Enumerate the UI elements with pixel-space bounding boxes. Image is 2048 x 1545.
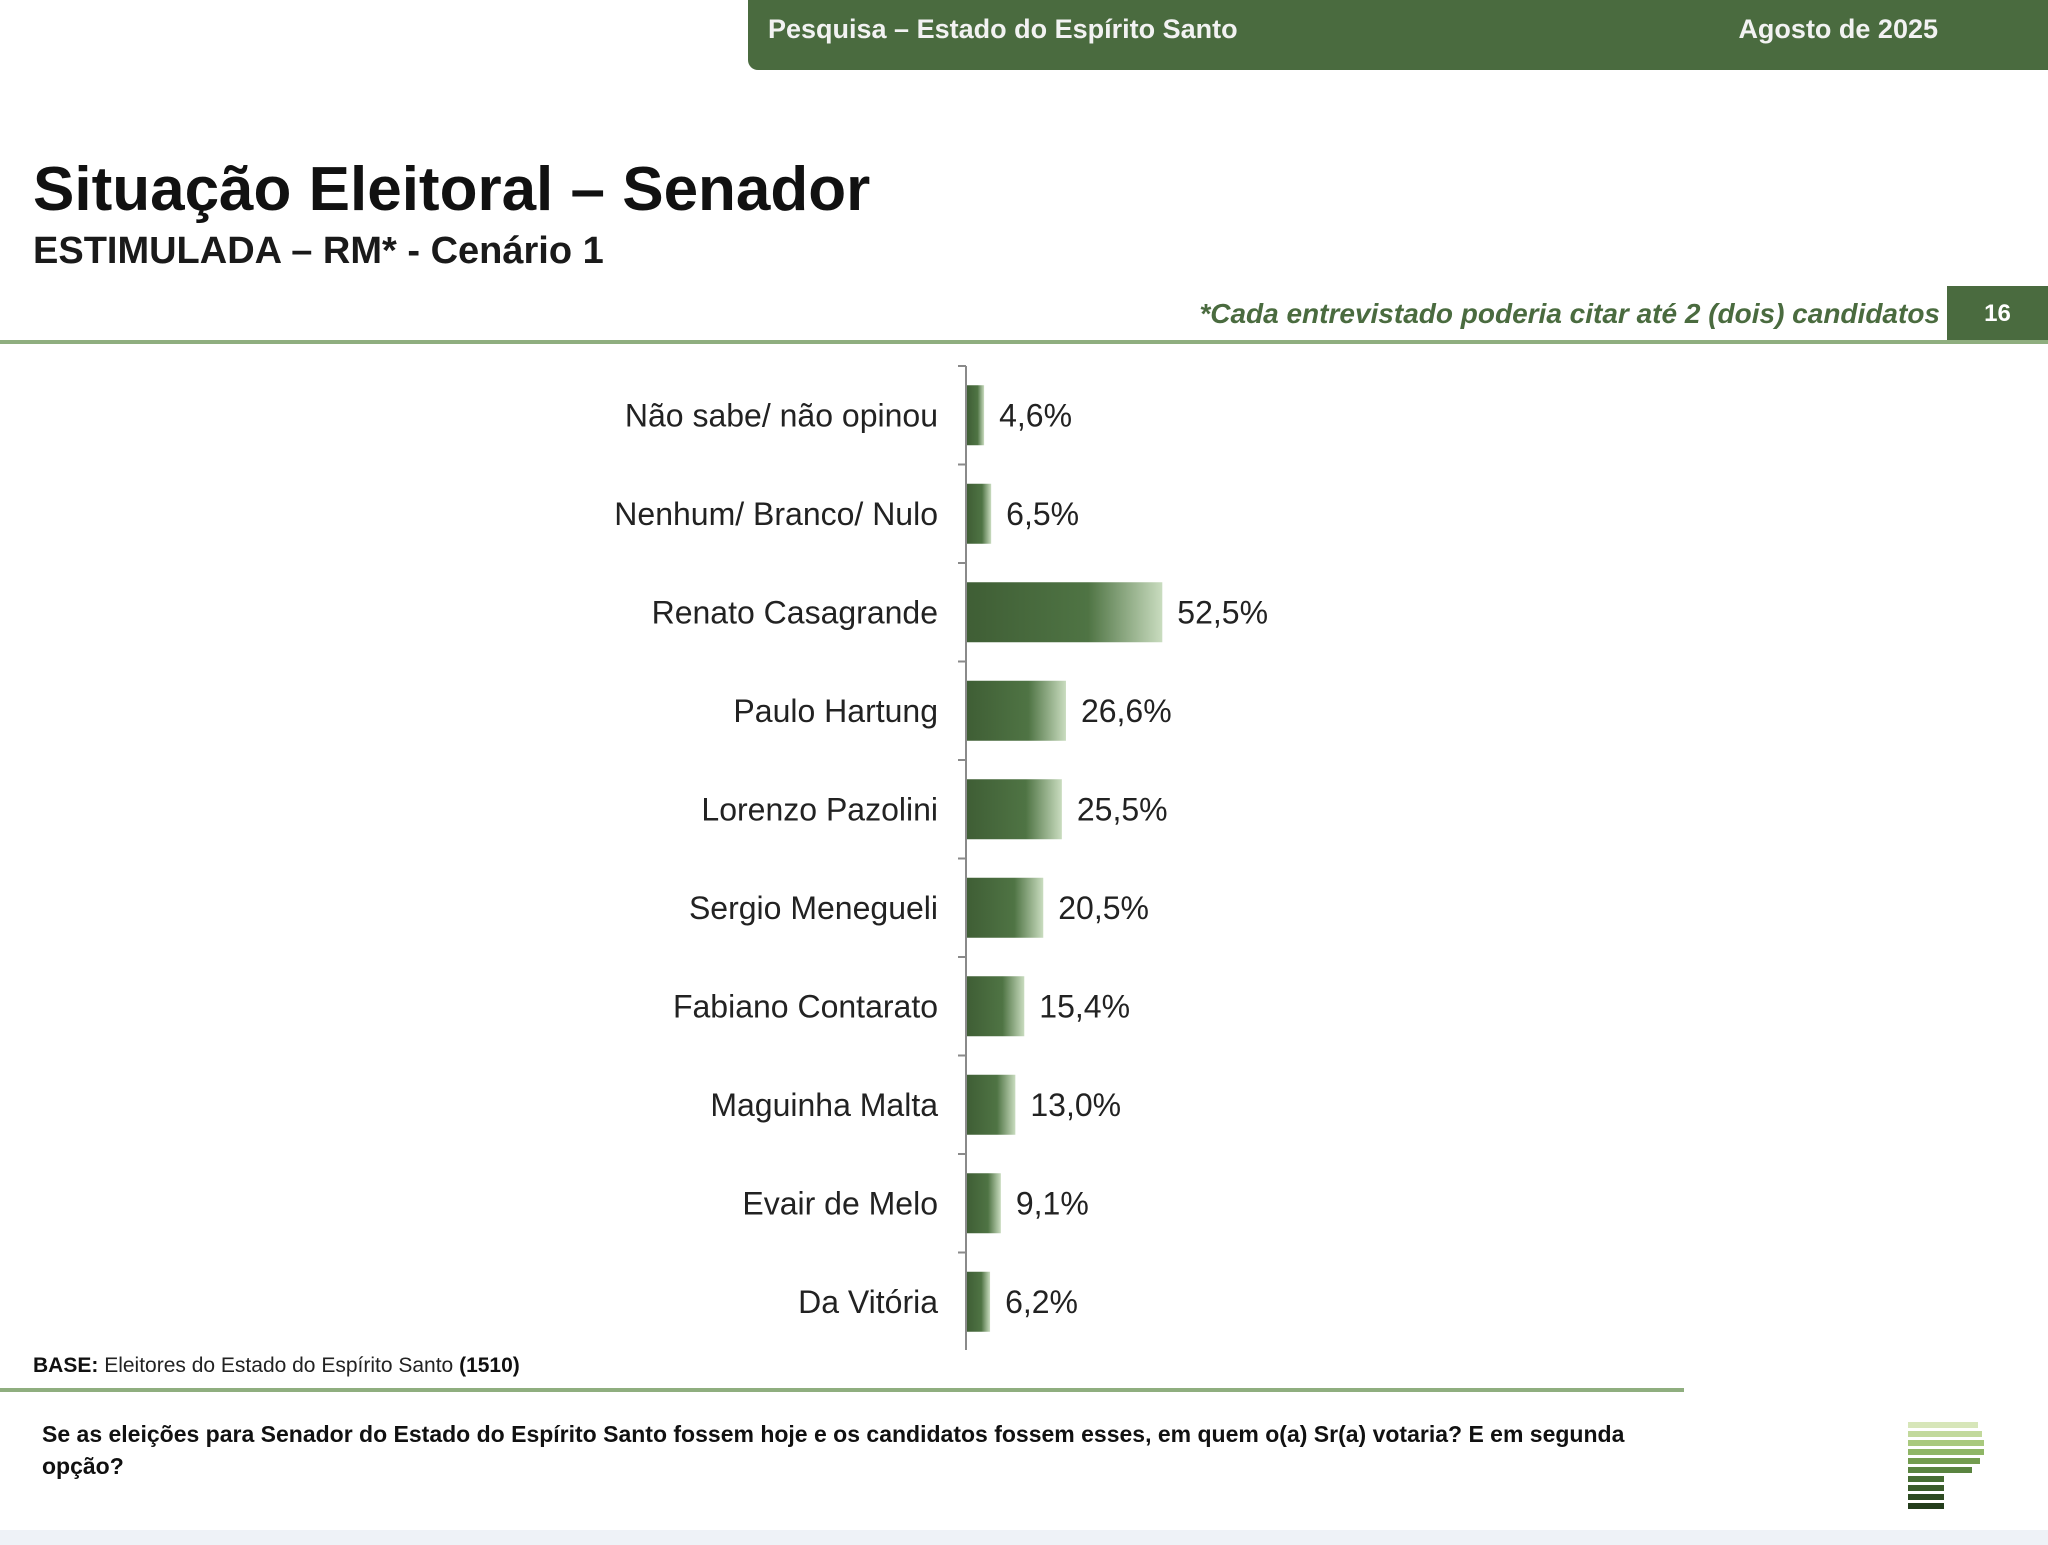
category-label: Renato Casagrande: [652, 594, 938, 630]
footnote-candidates: *Cada entrevistado poderia citar até 2 (…: [1199, 298, 1940, 329]
page-title: Situação Eleitoral – Senador: [33, 155, 871, 224]
bar: [967, 1074, 1016, 1135]
header-bar: [748, 0, 2048, 70]
survey-title: Pesquisa – Estado do Espírito Santo: [768, 14, 1238, 44]
bar: [967, 1173, 1001, 1234]
category-label: Evair de Melo: [742, 1185, 938, 1221]
data-label: 52,5%: [1177, 594, 1268, 630]
bar: [967, 779, 1062, 840]
bottom-band: [0, 1530, 2048, 1545]
category-label: Paulo Hartung: [733, 693, 938, 729]
base-label: BASE:: [33, 1354, 99, 1377]
category-label: Maguinha Malta: [710, 1087, 938, 1123]
data-label: 13,0%: [1030, 1087, 1121, 1123]
divider-top: [0, 340, 2048, 344]
category-label: Sergio Menegueli: [689, 890, 938, 926]
bar: [967, 680, 1066, 741]
survey-date: Agosto de 2025: [1738, 14, 1938, 44]
bar-chart: Não sabe/ não opinou 4,6% Nenhum/ Branco/ …: [614, 365, 1268, 1350]
base-count: (1510): [459, 1354, 520, 1377]
page-subtitle: ESTIMULADA – RM* - Cenário 1: [33, 230, 604, 272]
data-label: 26,6%: [1081, 693, 1172, 729]
base-text: Eleitores do Estado do Espírito Santo: [104, 1354, 454, 1377]
bar: [967, 385, 985, 446]
category-label: Da Vitória: [798, 1284, 938, 1320]
bar: [967, 1271, 991, 1332]
data-label: 15,4%: [1039, 988, 1130, 1024]
category-label: Não sabe/ não opinou: [625, 397, 938, 433]
bar: [967, 877, 1044, 938]
divider-bottom: [0, 1388, 1684, 1392]
data-label: 6,2%: [1005, 1284, 1078, 1320]
bar: [967, 976, 1025, 1037]
survey-question: Se as eleições para Senador do Estado do…: [42, 1421, 1625, 1479]
category-label: Fabiano Contarato: [673, 988, 938, 1024]
data-label: 20,5%: [1058, 890, 1149, 926]
page-number: 16: [1947, 286, 2048, 342]
base-note: BASE: Eleitores do Estado do Espírito Sa…: [33, 1354, 520, 1378]
data-label: 6,5%: [1006, 496, 1079, 532]
data-label: 25,5%: [1077, 791, 1168, 827]
data-label: 4,6%: [999, 397, 1072, 433]
bar: [967, 582, 1163, 643]
category-label: Nenhum/ Branco/ Nulo: [614, 496, 938, 532]
bar: [967, 483, 992, 544]
data-label: 9,1%: [1016, 1185, 1089, 1221]
striped-green-p-logo-icon: [1908, 1422, 1984, 1509]
category-label: Lorenzo Pazolini: [701, 791, 938, 827]
